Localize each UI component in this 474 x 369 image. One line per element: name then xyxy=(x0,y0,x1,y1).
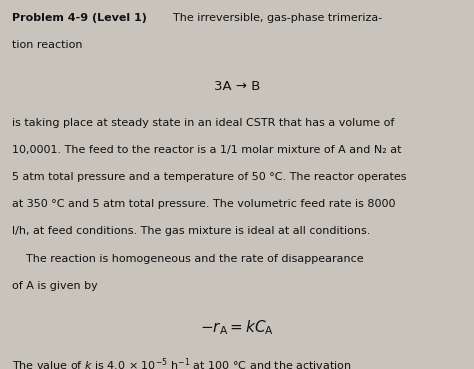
Text: Problem 4-9 (Level 1): Problem 4-9 (Level 1) xyxy=(12,13,147,23)
Text: tion reaction: tion reaction xyxy=(12,40,82,50)
Text: The value of $k$ is 4.0 $\times$ 10$^{-5}$ h$^{-1}$ at 100 °C and the activation: The value of $k$ is 4.0 $\times$ 10$^{-5… xyxy=(12,356,352,369)
Text: The reaction is homogeneous and the rate of disappearance: The reaction is homogeneous and the rate… xyxy=(12,254,364,264)
Text: at 350 °C and 5 atm total pressure. The volumetric feed rate is 8000: at 350 °C and 5 atm total pressure. The … xyxy=(12,199,395,209)
Text: $-r_\mathrm{A} = kC_\mathrm{A}$: $-r_\mathrm{A} = kC_\mathrm{A}$ xyxy=(200,319,274,337)
Text: l/h, at feed conditions. The gas mixture is ideal at all conditions.: l/h, at feed conditions. The gas mixture… xyxy=(12,226,370,236)
Text: The irreversible, gas-phase trimeriza-: The irreversible, gas-phase trimeriza- xyxy=(166,13,382,23)
Text: 5 atm total pressure and a temperature of 50 °C. The reactor operates: 5 atm total pressure and a temperature o… xyxy=(12,172,406,182)
Text: 3A → B: 3A → B xyxy=(214,80,260,93)
Text: of A is given by: of A is given by xyxy=(12,281,98,291)
Text: is taking place at steady state in an ideal CSTR that has a volume of: is taking place at steady state in an id… xyxy=(12,118,394,128)
Text: 10,0001. The feed to the reactor is a 1/1 molar mixture of A and N₂ at: 10,0001. The feed to the reactor is a 1/… xyxy=(12,145,401,155)
